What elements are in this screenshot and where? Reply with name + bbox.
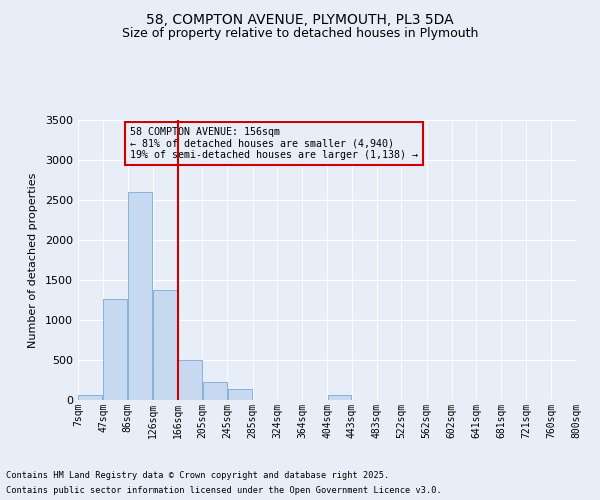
- Y-axis label: Number of detached properties: Number of detached properties: [28, 172, 38, 348]
- Text: 58, COMPTON AVENUE, PLYMOUTH, PL3 5DA: 58, COMPTON AVENUE, PLYMOUTH, PL3 5DA: [146, 12, 454, 26]
- Bar: [79, 395, 102, 400]
- Bar: [328, 395, 352, 400]
- Bar: [203, 382, 227, 400]
- Bar: [103, 299, 127, 400]
- Bar: [153, 290, 177, 400]
- Bar: [128, 192, 152, 400]
- Text: 58 COMPTON AVENUE: 156sqm
← 81% of detached houses are smaller (4,940)
19% of se: 58 COMPTON AVENUE: 156sqm ← 81% of detac…: [130, 127, 418, 160]
- Bar: [178, 360, 202, 400]
- Text: Size of property relative to detached houses in Plymouth: Size of property relative to detached ho…: [122, 28, 478, 40]
- Text: Contains public sector information licensed under the Open Government Licence v3: Contains public sector information licen…: [6, 486, 442, 495]
- Text: Contains HM Land Registry data © Crown copyright and database right 2025.: Contains HM Land Registry data © Crown c…: [6, 471, 389, 480]
- Bar: [228, 389, 251, 400]
